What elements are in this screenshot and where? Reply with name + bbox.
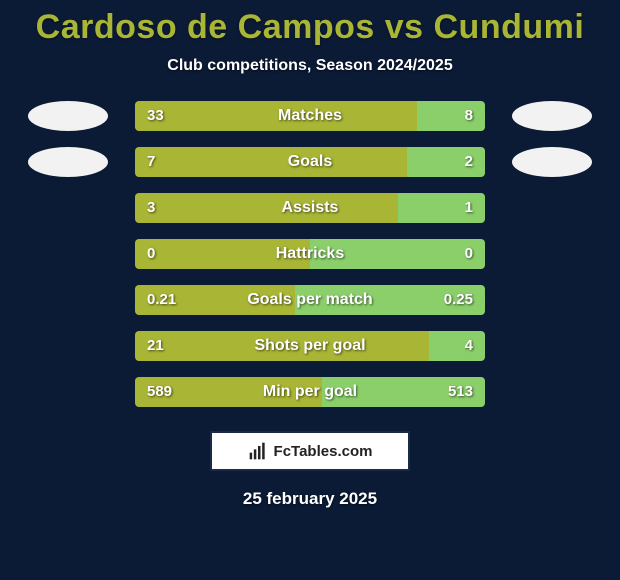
team-logo-left <box>28 147 108 177</box>
metric-bar: 0.210.25Goals per match <box>135 285 485 315</box>
bar-segment-left <box>135 101 417 131</box>
metric-bar: 31Assists <box>135 193 485 223</box>
bar-segment-right <box>295 285 485 315</box>
metric-bar: 589513Min per goal <box>135 377 485 407</box>
page-subtitle: Club competitions, Season 2024/2025 <box>167 57 452 75</box>
metric-row: 0.210.25Goals per match <box>10 285 610 315</box>
metric-row: 00Hattricks <box>10 239 610 269</box>
metric-row: 31Assists <box>10 193 610 223</box>
bar-segment-right <box>322 377 485 407</box>
metric-bar: 338Matches <box>135 101 485 131</box>
bar-segment-left <box>135 239 310 269</box>
bar-segment-right <box>417 101 485 131</box>
bar-segment-right <box>429 331 485 361</box>
attribution-box: FcTables.com <box>210 431 410 471</box>
bar-segment-left <box>135 331 429 361</box>
footer-date: 25 february 2025 <box>243 489 377 509</box>
bar-segment-right <box>310 239 485 269</box>
bar-segment-left <box>135 377 322 407</box>
page-title: Cardoso de Campos vs Cundumi <box>36 8 585 47</box>
bar-segment-left <box>135 147 407 177</box>
metric-row: 72Goals <box>10 147 610 177</box>
chart-bars-icon <box>248 441 268 461</box>
team-logo-right <box>512 147 592 177</box>
metric-bar: 72Goals <box>135 147 485 177</box>
bar-segment-left <box>135 285 295 315</box>
comparison-infographic: Cardoso de Campos vs Cundumi Club compet… <box>0 0 620 580</box>
metric-row: 338Matches <box>10 101 610 131</box>
metric-row: 214Shots per goal <box>10 331 610 361</box>
metric-bar: 214Shots per goal <box>135 331 485 361</box>
team-logo-left <box>28 101 108 131</box>
metric-bar: 00Hattricks <box>135 239 485 269</box>
metric-rows: 338Matches 72Goals 31Assists 00Hattricks 0.2… <box>0 101 620 407</box>
metric-row: 589513Min per goal <box>10 377 610 407</box>
attribution-text: FcTables.com <box>274 443 373 460</box>
bar-segment-right <box>407 147 485 177</box>
team-logo-right <box>512 101 592 131</box>
bar-segment-left <box>135 193 398 223</box>
bar-segment-right <box>398 193 486 223</box>
